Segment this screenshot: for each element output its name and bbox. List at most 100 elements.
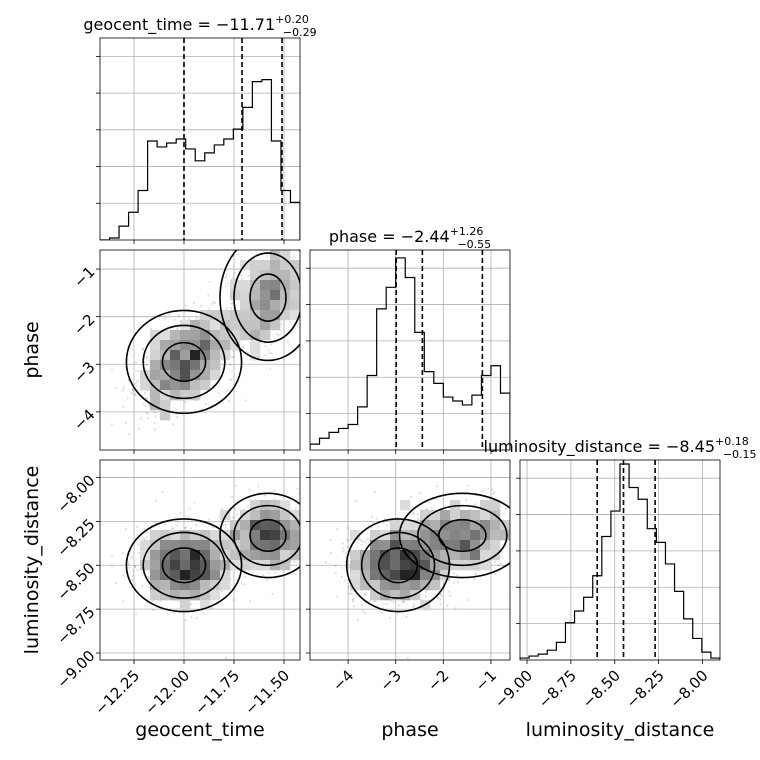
density-cell xyxy=(200,550,211,561)
sample-point xyxy=(145,536,148,539)
density-cell xyxy=(410,540,421,551)
density-cell xyxy=(270,530,281,541)
density-cell xyxy=(470,540,481,551)
density-cell xyxy=(140,380,151,391)
panel-phase-luminosity-distance: −4 −3 −2 −1 xyxy=(306,459,546,695)
density-cell xyxy=(150,360,161,371)
density-cell xyxy=(360,570,371,581)
sample-point xyxy=(195,317,198,320)
y-tick-label: −3 xyxy=(70,358,98,386)
sample-point xyxy=(305,234,307,236)
sample-point xyxy=(248,600,252,603)
sample-point xyxy=(144,605,147,608)
sample-point xyxy=(481,490,484,493)
sample-point xyxy=(146,397,149,400)
y-tick-label: −4 xyxy=(70,406,98,434)
sample-point xyxy=(231,516,234,519)
sample-point xyxy=(311,294,313,296)
sample-point xyxy=(148,405,151,408)
sample-point xyxy=(234,272,237,275)
density-cell xyxy=(250,260,261,271)
density-cell xyxy=(380,570,391,581)
density-cell xyxy=(260,290,271,301)
x-tick-label: −4 xyxy=(329,666,357,694)
density-cell xyxy=(190,570,201,581)
sample-point xyxy=(305,271,307,273)
sample-point xyxy=(318,528,320,530)
sample-point xyxy=(189,527,192,530)
sample-point xyxy=(147,412,150,416)
density-cell xyxy=(370,540,381,551)
density-cell xyxy=(150,390,161,401)
sample-point xyxy=(521,546,523,548)
panel-geocent-time-luminosity-distance: −12.25−12.00−11.75−11.50−9.00−8.75−8.50−… xyxy=(53,459,320,718)
sample-point xyxy=(430,506,433,509)
sample-point xyxy=(372,600,375,603)
sample-point xyxy=(341,542,345,545)
sample-point xyxy=(538,558,540,560)
sample-point xyxy=(235,484,238,487)
sample-point xyxy=(364,594,367,597)
sample-point xyxy=(131,388,134,391)
sample-point xyxy=(474,572,477,575)
density-cell xyxy=(150,550,161,561)
sample-point xyxy=(353,605,356,608)
sample-point xyxy=(122,600,125,603)
sample-point xyxy=(121,552,124,555)
sample-point xyxy=(280,243,282,245)
density-cell xyxy=(280,260,291,271)
sample-point xyxy=(288,226,290,228)
density-cell xyxy=(190,330,201,341)
density-cell xyxy=(500,530,510,541)
sample-point xyxy=(293,327,296,330)
density-cell xyxy=(480,540,491,551)
density-cell xyxy=(180,350,191,361)
density-cell xyxy=(420,540,431,551)
sample-point xyxy=(412,605,415,609)
sample-point xyxy=(240,274,243,277)
density-cell xyxy=(220,330,231,341)
sample-point xyxy=(348,592,351,595)
density-cell xyxy=(370,570,381,581)
density-cell xyxy=(280,550,291,561)
sample-point xyxy=(207,518,210,521)
density-cell xyxy=(440,560,451,571)
contour-level-2-mode-1 xyxy=(142,531,226,599)
title-param: phase xyxy=(329,227,377,246)
density-cell xyxy=(440,570,451,581)
sample-point xyxy=(294,507,297,510)
density-cell xyxy=(260,300,271,311)
density-cell xyxy=(290,260,300,271)
sample-point xyxy=(514,561,516,563)
sample-point xyxy=(153,428,156,431)
sample-point xyxy=(198,318,201,321)
sample-point xyxy=(544,527,546,529)
sample-point xyxy=(346,538,349,541)
sample-point xyxy=(340,566,343,569)
density-cell xyxy=(420,580,431,591)
density-cell xyxy=(440,510,451,521)
x-tick-label: −12.00 xyxy=(141,666,193,718)
sample-point xyxy=(130,392,133,395)
density-cell xyxy=(410,550,421,561)
sample-point xyxy=(521,523,523,525)
sample-point xyxy=(148,577,151,580)
sample-point xyxy=(416,518,420,521)
sample-point xyxy=(521,515,523,517)
sample-point xyxy=(499,562,502,565)
sample-point xyxy=(277,246,279,248)
sample-point xyxy=(440,594,443,598)
density-cell xyxy=(400,560,411,571)
sample-point xyxy=(313,527,315,529)
title-plus: +0.18 xyxy=(715,435,749,448)
sample-point xyxy=(439,598,442,601)
density-cell xyxy=(230,320,241,331)
sample-point xyxy=(271,592,274,595)
sample-point xyxy=(122,574,125,577)
sample-point xyxy=(357,619,360,622)
sample-point xyxy=(143,527,146,531)
sample-point xyxy=(396,612,399,615)
density-cell xyxy=(480,560,491,571)
sample-point xyxy=(306,552,308,554)
sample-point xyxy=(389,599,392,603)
